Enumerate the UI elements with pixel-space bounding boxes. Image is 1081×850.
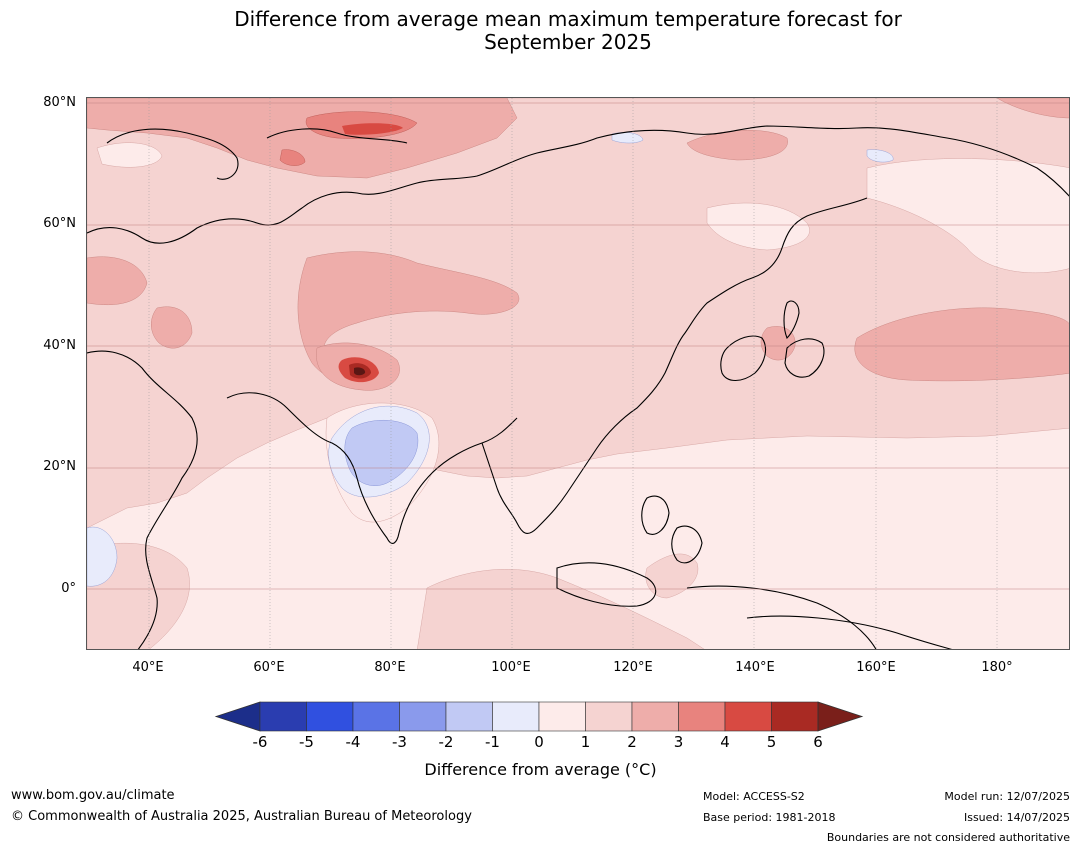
colorbar-label: Difference from average (°C) <box>424 760 657 779</box>
colorbar-svg <box>214 701 864 732</box>
colorbar-tick-label: -2 <box>438 733 454 751</box>
colorbar-segment <box>771 701 819 732</box>
coastlines <box>87 125 1069 649</box>
colorbar-segment <box>538 701 586 732</box>
colorbar-tick-label: 1 <box>580 733 591 751</box>
anomaly-2-to-3-europe-russia <box>87 98 518 179</box>
map-canvas <box>87 98 1069 649</box>
colorbar-tick-label: -3 <box>392 733 407 751</box>
colorbar-extend-low <box>214 701 261 732</box>
lat-label-40n: 40°N <box>43 338 76 353</box>
map-title-line2: September 2025 <box>484 30 652 54</box>
colorbar-tick-label: -6 <box>252 733 268 751</box>
colorbar-segment <box>259 701 307 732</box>
anomaly-minus-1-to-0-africa <box>87 526 118 587</box>
issued-date: Issued: 14/07/2025 <box>963 811 1070 824</box>
lat-label-60n: 60°N <box>43 216 76 231</box>
anomaly-2-to-3-japan-sea <box>760 326 796 361</box>
lon-label-160e: 160°E <box>856 660 896 675</box>
anomaly-0-to-1-north-pacific <box>866 158 1069 273</box>
lon-label-80e: 80°E <box>374 660 406 675</box>
colorbar-tick-label: 4 <box>720 733 730 751</box>
anomaly-0-to-1-siberia <box>706 202 810 251</box>
colorbar-extend-high <box>817 701 864 732</box>
anomaly-4-to-5-scandinavia <box>342 123 403 135</box>
anomaly-minus-1-to-0-kamchatka <box>866 149 894 163</box>
boundaries-disclaimer: Boundaries are not considered authoritat… <box>826 831 1070 844</box>
anomaly-above-6-himalaya <box>354 367 366 376</box>
model-name: Model: ACCESS-S2 <box>703 790 805 803</box>
colorbar-segment <box>352 701 400 732</box>
colorbar-segment <box>399 701 447 732</box>
anomaly-2-to-3-west-asia <box>87 256 148 306</box>
lon-label-40e: 40°E <box>132 660 164 675</box>
anomaly-2-to-3-pacific <box>854 307 1069 382</box>
colorbar-tick-label: 2 <box>627 733 637 751</box>
map-title-line1: Difference from average mean maximum tem… <box>234 7 902 31</box>
colorbar-segment <box>678 701 726 732</box>
lon-label-140e: 140°E <box>735 660 775 675</box>
colorbar-tick-label: 6 <box>813 733 823 751</box>
website-link[interactable]: www.bom.gov.au/climate <box>11 788 175 803</box>
anomaly-3-to-4-north <box>279 149 306 166</box>
colorbar-tick-label: -5 <box>299 733 314 751</box>
lon-label-180: 180° <box>981 660 1013 675</box>
colorbar-segment <box>631 701 679 732</box>
lon-label-120e: 120°E <box>613 660 653 675</box>
latitude-gridlines <box>87 102 1069 590</box>
colorbar-segment <box>445 701 493 732</box>
lat-label-0: 0° <box>61 581 76 596</box>
anomaly-2-to-3-caspian <box>151 306 193 349</box>
base-period: Base period: 1981-2018 <box>703 811 836 824</box>
colorbar-tick-label: -4 <box>345 733 361 751</box>
lon-label-100e: 100°E <box>491 660 531 675</box>
lat-label-20n: 20°N <box>43 459 76 474</box>
anomaly-0-to-1-arctic <box>96 142 163 168</box>
colorbar-tick-label: 5 <box>766 733 777 751</box>
colorbar-tick-label: 0 <box>534 733 544 751</box>
lon-label-60e: 60°E <box>253 660 285 675</box>
colorbar-tick-label: -1 <box>485 733 500 751</box>
colorbar-segment <box>306 701 354 732</box>
colorbar-tick-label: 3 <box>673 733 684 751</box>
anomaly-minus-2-to-minus-1-india <box>344 419 419 486</box>
colorbar <box>214 700 866 738</box>
gridlines <box>148 98 998 649</box>
anomaly-1-to-2-region-pacific <box>645 553 699 599</box>
model-run-date: Model run: 12/07/2025 <box>944 790 1070 803</box>
colorbar-segment <box>585 701 633 732</box>
colorbar-segment <box>492 701 540 732</box>
map-title: Difference from average mean maximum tem… <box>0 8 1081 54</box>
colorbar-segment <box>724 701 772 732</box>
anomaly-1-to-2-region <box>87 98 1069 529</box>
lat-label-80n: 80°N <box>43 95 76 110</box>
forecast-map[interactable] <box>86 97 1070 650</box>
copyright-text: © Commonwealth of Australia 2025, Austra… <box>11 809 472 824</box>
